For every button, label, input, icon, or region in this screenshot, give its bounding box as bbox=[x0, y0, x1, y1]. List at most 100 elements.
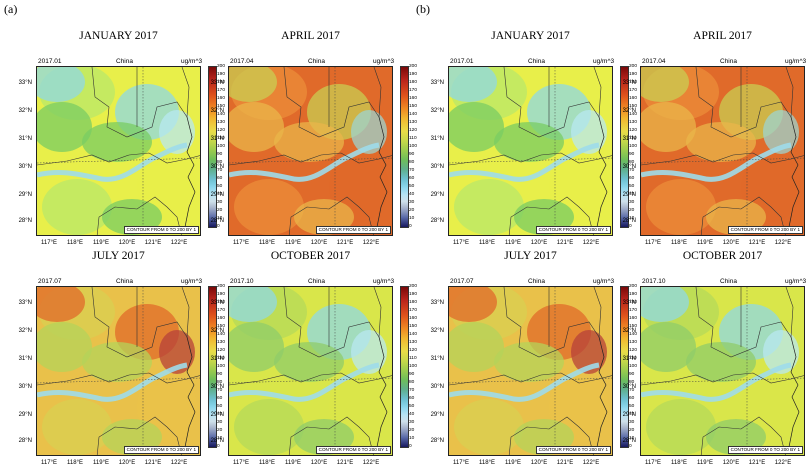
province-boundary bbox=[283, 287, 382, 358]
colorbar bbox=[400, 66, 409, 228]
colorbar-tick: 90 bbox=[409, 372, 415, 377]
colorbar-tick: 110 bbox=[629, 356, 637, 361]
concentration-blob bbox=[229, 287, 277, 322]
concentration-blob bbox=[449, 67, 497, 102]
colorbar-tick: 90 bbox=[217, 372, 223, 377]
latitude-label: 33°N bbox=[210, 300, 224, 306]
latitude-label: 30°N bbox=[430, 384, 444, 390]
figure-label-b: (b) bbox=[416, 2, 430, 16]
latitude-label: 28°N bbox=[210, 218, 224, 224]
concentration-blob bbox=[274, 122, 344, 162]
map-title: APRIL 2017 bbox=[281, 30, 340, 42]
map-region: China bbox=[528, 58, 545, 65]
colorbar-tick: 100 bbox=[409, 144, 418, 149]
colorbar-tick: 110 bbox=[409, 136, 417, 141]
map-panel: JANUARY 2017 2017.01 China ug/m^3 CONTOU… bbox=[431, 30, 643, 255]
longitude-label: 119°E bbox=[505, 460, 521, 466]
colorbar-tick: 140 bbox=[409, 112, 418, 117]
colorbar-tick: 70 bbox=[629, 388, 635, 393]
longitude-label: 121°E bbox=[336, 240, 354, 246]
colorbar-tick: 10 bbox=[409, 436, 415, 441]
colorbar-tick: 170 bbox=[217, 308, 226, 313]
contour-note: CONTOUR FROM 0 TO 200 BY 1 bbox=[123, 226, 199, 234]
concentration-blob bbox=[274, 342, 344, 382]
colorbar-tick: 0 bbox=[217, 444, 220, 449]
concentration-blobs bbox=[229, 287, 389, 455]
map-frame: CONTOUR FROM 0 TO 200 BY 1 bbox=[228, 66, 393, 236]
colorbar-tick: 50 bbox=[217, 404, 223, 409]
colorbar-tick: 10 bbox=[409, 216, 415, 221]
colorbar bbox=[400, 286, 409, 448]
longitude-label: 117°E bbox=[645, 240, 661, 246]
longitude-label: 122°E bbox=[362, 460, 380, 466]
longitude-label: 122°E bbox=[582, 240, 600, 246]
latitude-label: 33°N bbox=[622, 80, 636, 86]
map-date: 2017.07 bbox=[450, 278, 474, 285]
coastline bbox=[596, 336, 608, 448]
concentration-blobs bbox=[37, 67, 197, 235]
colorbar-tick: 20 bbox=[409, 428, 415, 433]
colorbar-tick: 20 bbox=[629, 208, 635, 213]
map-region: China bbox=[308, 58, 325, 65]
colorbar-tick: 70 bbox=[629, 168, 635, 173]
concentration-map bbox=[37, 67, 200, 235]
colorbar-tick: 140 bbox=[629, 332, 638, 337]
latitude-label: 30°N bbox=[210, 164, 224, 170]
colorbar-tick: 140 bbox=[217, 332, 226, 337]
province-boundary bbox=[288, 416, 374, 455]
province-boundary bbox=[229, 372, 392, 386]
longitude-label: 117°E bbox=[41, 240, 57, 246]
concentration-blob bbox=[641, 67, 689, 102]
colorbar-tick: 120 bbox=[217, 348, 226, 353]
colorbar bbox=[620, 286, 629, 448]
colorbar-tick: 160 bbox=[629, 96, 638, 101]
colorbar-tick: 20 bbox=[409, 208, 415, 213]
colorbar-tick: 200 bbox=[409, 64, 418, 69]
colorbar-tick: 110 bbox=[409, 356, 417, 361]
longitude-label: 120°E bbox=[530, 240, 548, 246]
concentration-blob bbox=[494, 122, 564, 162]
longitude-label: 120°E bbox=[722, 460, 740, 466]
latitude-label: 31°N bbox=[430, 136, 444, 142]
colorbar-tick: 90 bbox=[629, 372, 635, 377]
map-region: China bbox=[116, 278, 133, 285]
province-boundary bbox=[288, 196, 374, 235]
latitude-label: 29°N bbox=[18, 412, 32, 418]
map-title: OCTOBER 2017 bbox=[270, 250, 351, 262]
colorbar-tick: 120 bbox=[409, 128, 418, 133]
longitude-label: 119°E bbox=[93, 240, 109, 246]
colorbar-tick: 60 bbox=[409, 396, 415, 401]
map-unit: ug/m^3 bbox=[785, 58, 807, 65]
colorbar-tick: 200 bbox=[217, 284, 226, 289]
map-region: China bbox=[308, 278, 325, 285]
longitude-label: 121°E bbox=[748, 240, 766, 246]
parallel-line bbox=[229, 157, 392, 164]
longitude-label: 118°E bbox=[479, 240, 495, 246]
latitude-label: 33°N bbox=[430, 300, 444, 306]
province-boundary bbox=[700, 196, 786, 235]
map-region: China bbox=[116, 58, 133, 65]
colorbar-tick: 90 bbox=[217, 152, 223, 157]
concentration-map bbox=[229, 287, 392, 455]
longitude-label: 119°E bbox=[285, 240, 301, 246]
concentration-blob bbox=[646, 399, 716, 455]
contour-note: CONTOUR FROM 0 TO 200 BY 1 bbox=[727, 446, 803, 454]
yangtze-river bbox=[37, 362, 188, 402]
colorbar-tick: 100 bbox=[409, 364, 418, 369]
longitude-label: 120°E bbox=[722, 240, 740, 246]
colorbar-tick: 170 bbox=[217, 88, 226, 93]
colorbar-tick: 200 bbox=[217, 64, 226, 69]
colorbar-tick: 40 bbox=[629, 412, 635, 417]
province-boundary bbox=[503, 67, 602, 138]
colorbar-tick: 200 bbox=[629, 64, 638, 69]
concentration-blob bbox=[229, 67, 277, 102]
colorbar-tick: 170 bbox=[409, 88, 418, 93]
map-unit: ug/m^3 bbox=[785, 278, 807, 285]
map-date: 2017.04 bbox=[230, 58, 254, 65]
colorbar-tick: 140 bbox=[629, 112, 638, 117]
concentration-map bbox=[449, 287, 612, 455]
map-panel: APRIL 2017 2017.04 China ug/m^3 CONTOUR … bbox=[211, 30, 423, 255]
concentration-blob bbox=[686, 122, 756, 162]
yangtze-river bbox=[641, 362, 792, 402]
latitude-label: 29°N bbox=[430, 412, 444, 418]
